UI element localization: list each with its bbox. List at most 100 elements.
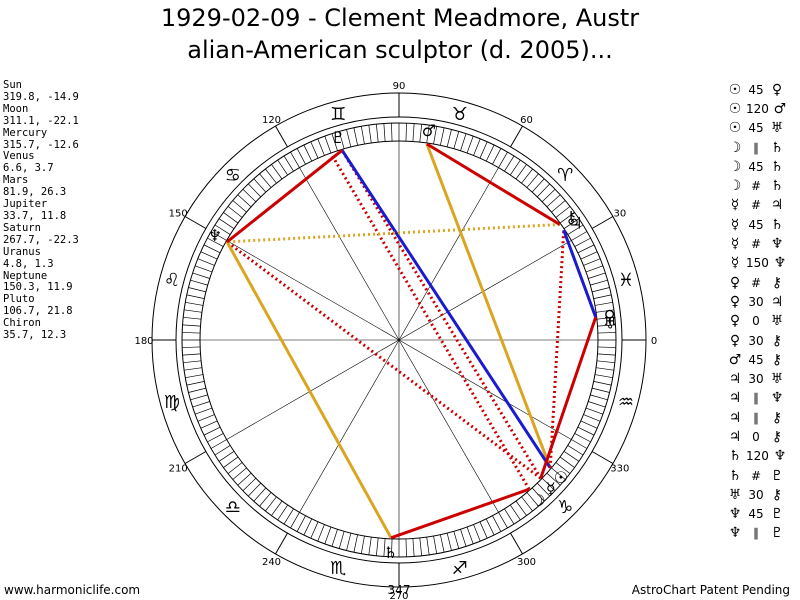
sign-divider: [591, 451, 614, 464]
degree-tick: [515, 164, 527, 180]
planet-entry-jupiter: Jupiter 33.7, 11.8: [3, 198, 133, 223]
degree-tick: [283, 155, 294, 172]
degree-tick: [232, 200, 247, 213]
aspect-planet-b: ⚷: [771, 428, 783, 445]
aspect-angle: 45: [748, 507, 764, 522]
aspect-row: ♄ # ♇: [728, 466, 800, 485]
aspect-planet-b: ♄: [770, 178, 784, 195]
aspect-planet-a: ☿: [730, 216, 740, 233]
degree-tick: [555, 462, 571, 474]
degree-tick: [223, 212, 239, 224]
degree-tick: [183, 360, 202, 364]
degree-tick: [214, 224, 231, 235]
aspect-planet-b: ♆: [770, 390, 784, 407]
aspect-planet-a: ♅: [728, 486, 742, 503]
aspect-angle: 30: [748, 487, 764, 502]
degree-tick: [594, 301, 613, 306]
degree-tick: [596, 316, 615, 320]
degree-tick: [182, 353, 201, 356]
degree-tick: [346, 533, 352, 551]
planet-name: Pluto: [3, 293, 35, 306]
planet-glyph-saturn: ♄: [383, 543, 397, 562]
degree-tick: [391, 123, 393, 142]
aspect-row: ♆ ∥ ♇: [728, 524, 800, 543]
degree-tick: [419, 124, 423, 143]
degree-tick: [182, 324, 201, 327]
degree-tick: [580, 251, 598, 260]
degree-tick: [200, 420, 218, 429]
house-line: [226, 339, 400, 440]
degree-tick: [526, 173, 539, 188]
sign-glyphs: ♓ ♈ ♉ ♊ ♋ ♌ ♍ ♎ ♏ ♐ ♑ ♒: [164, 104, 634, 579]
planet-glyph-mars: ♂: [422, 121, 436, 140]
aspect-row: ♃ ∥ ⚷: [728, 408, 800, 427]
footer-site-link[interactable]: www.harmoniclife.com: [4, 583, 141, 597]
planet-entry-sun: Sun 319.8, -14.9: [3, 79, 133, 104]
degree-labels: 0 30 60 90 120 150 180 210 240 270 300 330: [134, 81, 657, 600]
aspect-angle: 30: [748, 333, 764, 348]
house-line: [398, 339, 499, 513]
degree-tick: [479, 141, 488, 159]
aspect-row: ♃ 0 ⚷: [728, 427, 800, 446]
aspect-line: [539, 316, 598, 479]
degree-tick: [391, 538, 393, 557]
zodiac-sign-glyph: ♐: [452, 558, 468, 579]
planet-entry-pluto: Pluto 106.7, 21.8: [3, 293, 133, 318]
degree-tick: [485, 144, 495, 162]
degree-tick: [190, 279, 208, 286]
degree-tick: [521, 168, 533, 184]
aspect-line: [226, 240, 542, 480]
degree-tick: [310, 141, 319, 159]
zodiac-sign-glyph: ♌: [164, 270, 180, 291]
degree-label: 60: [520, 115, 533, 126]
degree-tick: [271, 500, 283, 516]
degree-label: 90: [393, 81, 406, 92]
degree-tick: [259, 173, 272, 188]
degree-tick: [303, 144, 313, 162]
aspect-planet-a: ♀: [729, 293, 741, 310]
degree-tick: [492, 148, 502, 165]
aspect-row: ☉ 120 ♂: [728, 99, 800, 118]
planet-name: Moon: [3, 102, 29, 115]
aspect-row: ☿ 45 ♄: [728, 215, 800, 234]
aspect-line: [562, 229, 598, 318]
degree-tick: [509, 504, 521, 521]
aspect-angle: 150: [746, 256, 769, 271]
degree-label: 330: [610, 464, 629, 475]
degree-tick: [248, 183, 262, 198]
degree-tick: [237, 472, 252, 486]
degree-tick: [190, 394, 208, 401]
aspect-angle: 45: [748, 217, 764, 232]
aspect-planet-b: ♇: [770, 467, 784, 484]
degree-tick: [405, 538, 407, 557]
aspect-planet-a: ☽: [728, 158, 742, 175]
degree-label: 150: [169, 209, 188, 220]
zodiac-sign-glyph: ♉: [452, 104, 468, 125]
aspect-planet-b: ♅: [770, 371, 784, 388]
aspect-planet-a: ♆: [728, 525, 742, 542]
aspect-planet-a: ♃: [728, 409, 742, 426]
degree-tick: [597, 332, 616, 334]
degree-tick: [426, 537, 430, 555]
aspect-angle: 0: [752, 314, 760, 329]
degree-tick: [531, 178, 545, 193]
degree-tick: [509, 159, 521, 176]
degree-tick: [546, 472, 561, 486]
degree-tick: [426, 125, 430, 143]
planet-coords: 81.9, 26.3: [3, 186, 67, 199]
aspect-planet-b: ♄: [770, 216, 784, 233]
planet-entry-chiron: Chiron 35.7, 12.3: [3, 317, 133, 342]
degree-tick: [504, 508, 515, 525]
zodiac-sign-glyph: ♏: [330, 558, 346, 579]
degree-tick: [237, 194, 252, 208]
aspect-line: [340, 149, 542, 480]
zodiac-sign-glyph: ♍: [164, 392, 180, 413]
aspect-planet-a: ☽: [728, 139, 742, 156]
aspect-planet-a: ♃: [728, 371, 742, 388]
planet-name: Chiron: [3, 317, 41, 330]
degree-tick: [248, 482, 262, 497]
degree-tick: [207, 237, 224, 247]
aspect-row: ♃ ∥ ♆: [728, 389, 800, 408]
degree-tick: [546, 194, 561, 208]
planet-name: Venus: [3, 150, 35, 163]
